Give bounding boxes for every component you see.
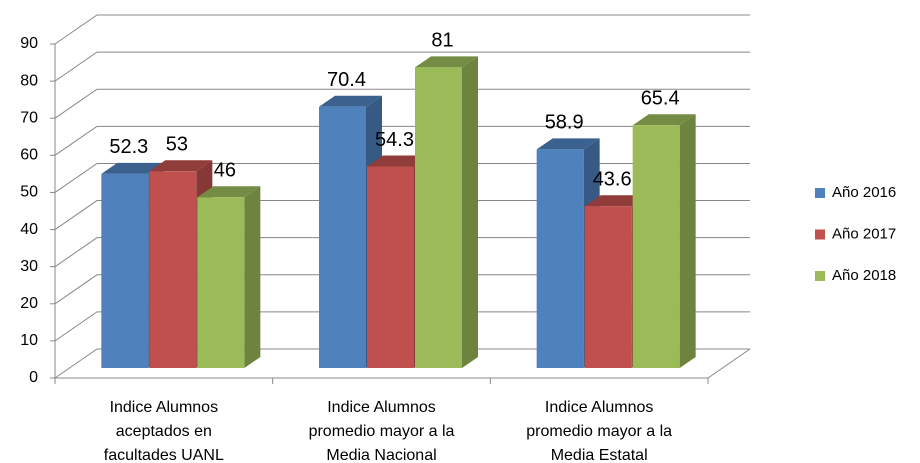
grid-line: [54, 237, 750, 268]
y-tick-label: 40: [20, 221, 38, 238]
grid-line: [54, 14, 750, 45]
grid-line: [54, 162, 750, 193]
x-tick-label: aceptados en: [116, 423, 212, 440]
grid-line: [54, 274, 750, 305]
bar-top: [149, 160, 213, 172]
bar-top: [536, 138, 600, 150]
x-tick-label: Indice Alumnos: [327, 399, 436, 416]
value-label: 58.9: [545, 112, 584, 134]
bar: [367, 166, 414, 368]
bar: [536, 149, 584, 368]
bar: [632, 125, 680, 368]
legend-label: Año 2018: [832, 267, 896, 284]
bar: [149, 171, 197, 368]
x-tick-label: facultades UANL: [104, 447, 224, 463]
x-tick-label: Indice Alumnos: [545, 399, 654, 416]
bar-top: [197, 186, 261, 198]
value-label: 54.3: [375, 129, 414, 151]
x-tick-label: Media Estatal: [551, 447, 648, 463]
grid-line: [54, 311, 750, 342]
bar-top: [319, 95, 382, 107]
grid-line: [54, 88, 750, 119]
bar-top: [415, 56, 478, 68]
grid-line: [54, 125, 750, 156]
y-tick-label: 20: [20, 295, 38, 312]
bar: [197, 197, 245, 368]
value-label: 43.6: [593, 168, 632, 190]
bar-top: [367, 155, 430, 167]
x-tick-label: promedio mayor a la: [309, 423, 455, 440]
bar-side: [462, 56, 478, 369]
y-tick-label: 70: [20, 109, 38, 126]
bar-top: [584, 195, 648, 207]
grid-line: [54, 348, 750, 379]
floor-edge: [707, 348, 751, 379]
x-tick-label: Indice Alumnos: [110, 399, 219, 416]
bar: [319, 106, 366, 368]
value-label: 52.3: [109, 136, 148, 158]
value-label: 53: [166, 134, 188, 156]
value-label: 46: [214, 160, 236, 182]
legend-swatch: [815, 271, 825, 281]
x-tick-label: Media Nacional: [326, 447, 436, 463]
bar-top: [632, 114, 696, 126]
bar: [101, 173, 149, 368]
y-tick-label: 50: [20, 184, 38, 201]
legend-label: Año 2016: [832, 184, 896, 201]
grid-line: [54, 51, 750, 82]
value-label: 81: [431, 30, 453, 52]
value-label: 65.4: [641, 88, 680, 110]
bar-side: [244, 186, 261, 368]
y-tick-label: 60: [20, 147, 38, 164]
bar: [415, 67, 462, 369]
y-tick-label: 90: [20, 35, 38, 52]
y-tick-label: 0: [29, 369, 38, 386]
bar-side: [679, 114, 696, 368]
legend-swatch: [815, 229, 825, 240]
y-tick-label: 10: [20, 332, 38, 349]
legend-label: Año 2017: [832, 225, 896, 242]
bar-top: [101, 162, 165, 174]
grid-line: [54, 200, 750, 230]
legend-swatch: [815, 188, 825, 198]
y-tick-label: 30: [20, 258, 38, 275]
bar: [584, 206, 632, 368]
value-label: 70.4: [327, 69, 366, 91]
x-tick-label: promedio mayor a la: [526, 423, 672, 440]
y-tick-label: 80: [20, 72, 38, 89]
